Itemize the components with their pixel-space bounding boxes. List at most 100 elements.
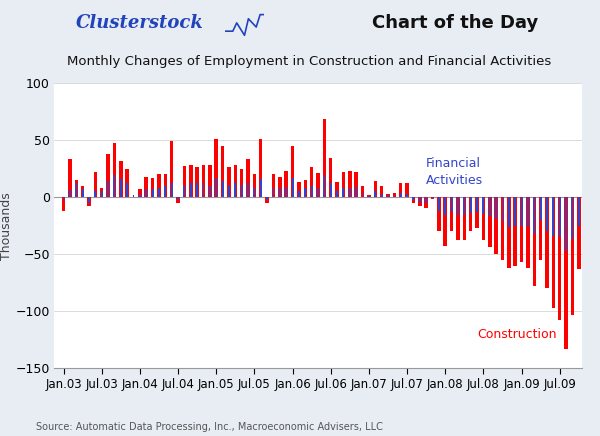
Bar — [317, 188, 319, 197]
Bar — [297, 182, 301, 197]
Bar — [215, 177, 217, 197]
Bar — [463, 197, 465, 215]
Bar — [475, 197, 479, 228]
Bar — [94, 172, 97, 197]
Bar — [565, 197, 568, 349]
Bar — [171, 184, 173, 197]
Bar — [196, 184, 198, 197]
Bar — [539, 197, 542, 260]
Bar — [304, 180, 307, 197]
Bar — [533, 197, 536, 286]
Text: Clusterstock: Clusterstock — [76, 14, 204, 32]
Bar — [323, 175, 325, 197]
Bar — [341, 172, 345, 197]
Bar — [247, 184, 249, 197]
Bar — [476, 197, 478, 212]
Bar — [279, 188, 281, 197]
Bar — [177, 197, 179, 201]
Bar — [399, 184, 403, 197]
Bar — [489, 197, 491, 217]
Bar — [253, 188, 256, 197]
Bar — [558, 197, 562, 320]
Bar — [502, 197, 503, 222]
Bar — [101, 191, 103, 197]
Bar — [424, 197, 428, 208]
Bar — [335, 182, 339, 197]
Bar — [482, 197, 484, 214]
Text: Source: Automatic Data Processing, Inc., Macroeconomic Advisers, LLC: Source: Automatic Data Processing, Inc.,… — [36, 422, 383, 432]
Bar — [292, 177, 293, 197]
Bar — [266, 197, 268, 201]
Y-axis label: Thousands: Thousands — [0, 192, 13, 259]
Bar — [437, 197, 440, 232]
Bar — [107, 181, 109, 197]
Bar — [343, 188, 344, 197]
Bar — [412, 197, 415, 201]
Bar — [374, 191, 376, 197]
Bar — [387, 195, 389, 197]
Bar — [431, 197, 433, 199]
Bar — [106, 153, 110, 197]
Bar — [278, 177, 281, 197]
Bar — [316, 173, 320, 197]
Bar — [113, 143, 116, 197]
Bar — [380, 194, 383, 197]
Bar — [265, 197, 269, 203]
Bar — [546, 197, 548, 232]
Bar — [182, 166, 186, 197]
Bar — [419, 197, 421, 203]
Bar — [145, 189, 147, 197]
Bar — [164, 186, 166, 197]
Bar — [349, 188, 351, 197]
Bar — [214, 139, 218, 197]
Bar — [380, 186, 383, 197]
Bar — [228, 186, 230, 197]
Bar — [126, 184, 128, 197]
Bar — [482, 197, 485, 241]
Bar — [367, 195, 371, 197]
Bar — [233, 165, 237, 197]
Bar — [221, 181, 224, 197]
Bar — [355, 187, 357, 197]
Bar — [526, 197, 530, 268]
Bar — [330, 184, 332, 197]
Bar — [82, 189, 83, 197]
Bar — [100, 188, 103, 197]
Bar — [246, 160, 250, 197]
Bar — [298, 191, 300, 197]
Bar — [203, 184, 205, 197]
Bar — [151, 177, 154, 197]
Bar — [170, 141, 173, 197]
Bar — [120, 179, 122, 197]
Bar — [400, 193, 401, 197]
Bar — [451, 197, 452, 212]
Bar — [514, 197, 517, 266]
Bar — [418, 197, 422, 206]
Bar — [329, 158, 332, 197]
Bar — [514, 197, 516, 226]
Bar — [539, 197, 542, 220]
Bar — [533, 197, 535, 234]
Bar — [527, 197, 529, 227]
Bar — [495, 197, 497, 219]
Bar — [184, 186, 185, 197]
Bar — [119, 160, 122, 197]
Bar — [208, 165, 212, 197]
Bar — [62, 197, 65, 211]
Bar — [336, 191, 338, 197]
Bar — [577, 197, 581, 269]
Bar — [202, 165, 205, 197]
Bar — [291, 146, 295, 197]
Text: Financial
Activities: Financial Activities — [426, 157, 483, 187]
Bar — [431, 197, 434, 199]
Bar — [521, 197, 523, 226]
Bar — [368, 196, 370, 197]
Bar — [304, 188, 306, 197]
Bar — [260, 179, 262, 197]
Bar — [553, 197, 554, 236]
Bar — [76, 184, 77, 197]
Bar — [386, 194, 390, 197]
Bar — [425, 197, 427, 203]
Bar — [196, 167, 199, 197]
Bar — [311, 186, 313, 197]
